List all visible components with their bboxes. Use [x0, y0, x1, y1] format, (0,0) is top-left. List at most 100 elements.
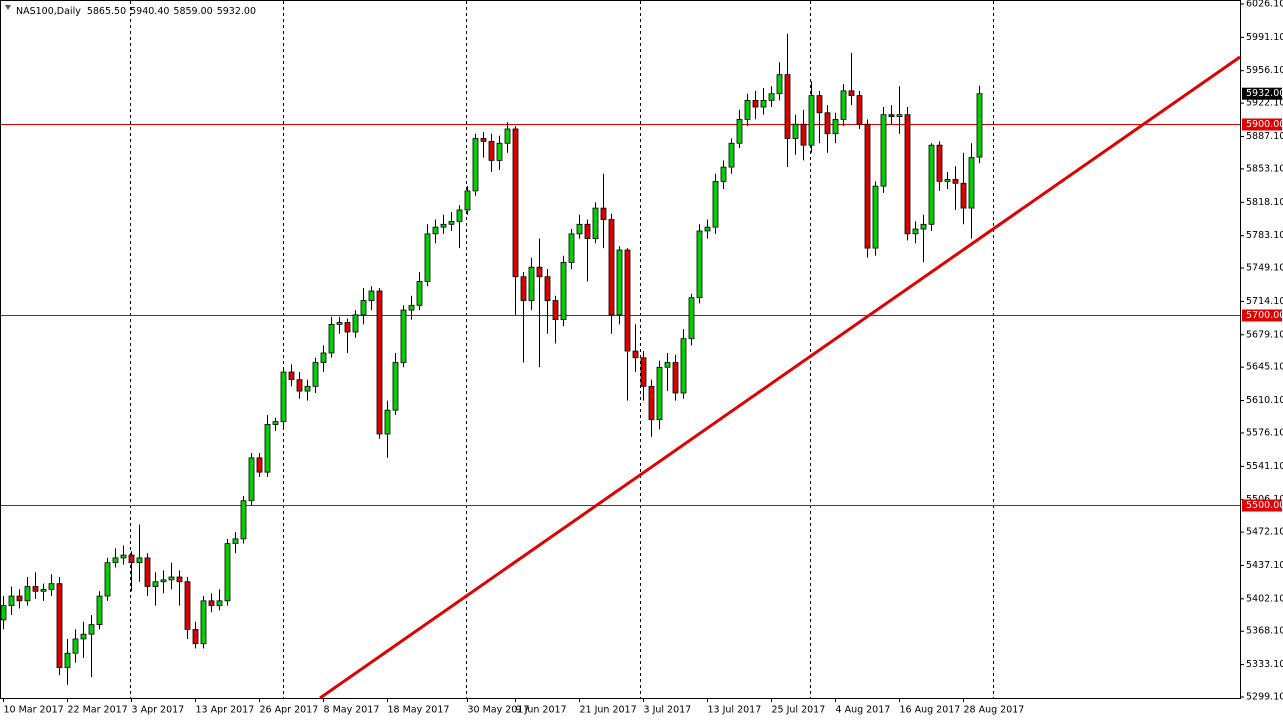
candle-body	[248, 457, 255, 502]
x-tick-label: 30 May 2017	[468, 705, 530, 716]
candle-body	[328, 323, 335, 354]
x-tick-label: 10 Mar 2017	[4, 705, 64, 716]
level-tag	[1242, 118, 1282, 131]
candle-body	[232, 538, 239, 545]
candle-body	[768, 93, 775, 101]
candle-body	[840, 90, 847, 120]
candle-body	[224, 543, 231, 602]
candle-body	[408, 304, 415, 311]
candle-body	[864, 123, 871, 249]
candle-body	[432, 226, 439, 235]
header-low: 5859.00	[173, 6, 212, 17]
candle-body	[712, 180, 719, 228]
candle-body	[296, 379, 303, 392]
candle-body	[168, 576, 175, 581]
candle-body	[824, 112, 831, 135]
candle-body	[688, 297, 695, 340]
x-tick-label: 22 Mar 2017	[68, 705, 128, 716]
candle-body	[456, 209, 463, 222]
candle-body	[288, 371, 295, 381]
candle-body	[384, 409, 391, 435]
candle-body	[720, 166, 727, 182]
candle-body	[520, 276, 527, 301]
candle-body	[736, 119, 743, 144]
candle-body	[912, 228, 919, 235]
candle-body	[792, 123, 799, 139]
candle-body	[744, 99, 751, 120]
y-tick-label: 5437.10	[1246, 560, 1283, 571]
trendline	[319, 55, 1241, 700]
x-tick-label: 26 Apr 2017	[260, 705, 319, 716]
candle-body	[512, 128, 519, 278]
candle-body	[704, 226, 711, 232]
candle-body	[808, 95, 815, 146]
candle-body	[568, 233, 575, 263]
y-tick-label: 5402.10	[1246, 593, 1283, 604]
candle-body	[368, 290, 375, 301]
y-tick-label: 5472.10	[1246, 527, 1283, 538]
x-tick-label: 8 May 2017	[324, 705, 380, 716]
chart-header: NAS100,Daily 5865.50 5940.40 5859.00 5932.00	[16, 6, 256, 17]
candle-body	[616, 249, 623, 316]
candle-body	[784, 74, 791, 139]
candle-body	[472, 138, 479, 192]
header-close: 5932.00	[217, 6, 256, 17]
x-tick-label: 3 Apr 2017	[132, 705, 185, 716]
candle-body	[264, 424, 271, 473]
candle-body	[0, 605, 7, 621]
candle-body	[696, 230, 703, 299]
candle-body	[112, 557, 119, 564]
level-tag	[1242, 499, 1282, 512]
candle-body	[336, 322, 343, 325]
candle-body	[48, 583, 55, 590]
candle-body	[544, 276, 551, 301]
candle-body	[680, 338, 687, 394]
candle-body	[360, 300, 367, 316]
candle-body	[280, 371, 287, 423]
y-tick-label: 5714.10	[1246, 296, 1283, 307]
candle-body	[240, 500, 247, 540]
candle-body	[504, 128, 511, 144]
candle-body	[392, 362, 399, 411]
candle-body	[192, 629, 199, 645]
candle-body	[800, 123, 807, 146]
candle-body	[80, 633, 87, 640]
candle-body	[352, 314, 359, 333]
y-tick-label: 5679.10	[1246, 329, 1283, 340]
candle-body	[968, 157, 975, 209]
plot-frame	[0, 0, 1241, 699]
candle-body	[72, 638, 79, 654]
x-tick-label: 3 Jul 2017	[644, 705, 692, 716]
x-tick-label: 9 Jun 2017	[516, 705, 567, 716]
candle-body	[760, 99, 767, 108]
header-open: 5865.50	[87, 6, 126, 17]
candle-body	[976, 93, 983, 158]
candle-body	[656, 366, 663, 421]
candle-body	[160, 579, 167, 583]
candle-body	[920, 223, 927, 230]
candle-body	[936, 144, 943, 182]
candle-body	[24, 586, 31, 602]
x-tick-label: 13 Apr 2017	[196, 705, 255, 716]
candle-body	[152, 581, 159, 587]
x-tick-label: 21 Jun 2017	[580, 705, 637, 716]
header-high: 5940.40	[130, 6, 169, 17]
candle-body	[832, 119, 839, 135]
candle-body	[624, 249, 631, 352]
y-tick-label: 5541.10	[1246, 461, 1283, 472]
y-tick-label: 5368.10	[1246, 626, 1283, 637]
candle-body	[416, 281, 423, 306]
candle-body	[672, 362, 679, 394]
candle-body	[40, 588, 47, 592]
y-tick-label: 5853.10	[1246, 163, 1283, 174]
period-separators	[130, 1, 994, 698]
y-tick-label: 5610.10	[1246, 395, 1283, 406]
candle-body	[104, 562, 111, 597]
candle-body	[208, 600, 215, 606]
candle-body	[872, 185, 879, 249]
candle-body	[136, 557, 143, 564]
marks	[0, 33, 1240, 685]
candle-body	[944, 179, 951, 182]
candle-body	[576, 223, 583, 235]
candle-body	[640, 357, 647, 387]
